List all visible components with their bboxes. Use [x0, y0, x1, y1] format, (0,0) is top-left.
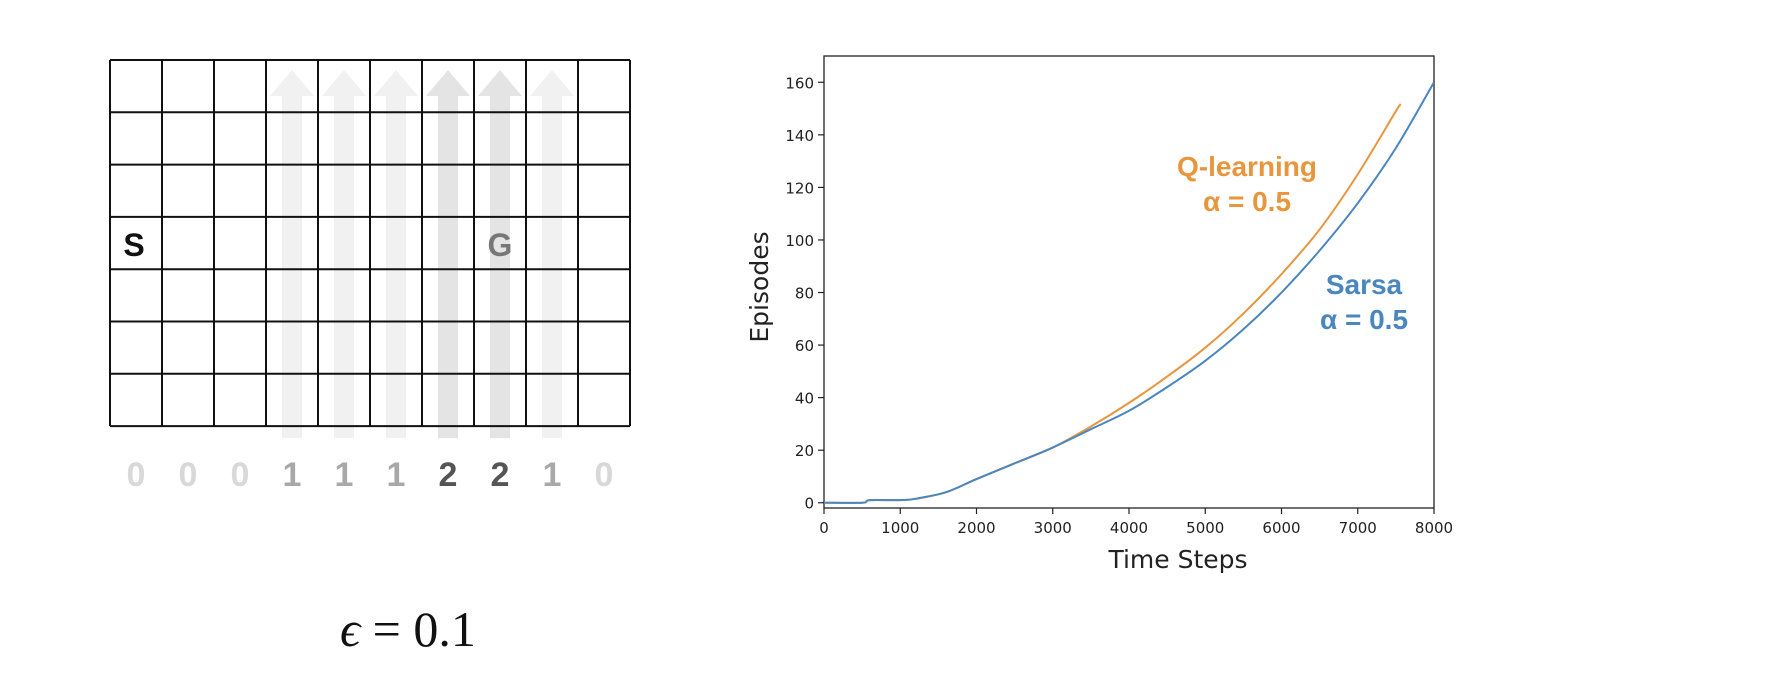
y-tick-label: 140 — [785, 127, 814, 145]
x-tick-label: 3000 — [1034, 519, 1072, 537]
series-lines — [824, 81, 1434, 504]
series-line-sarsa — [824, 81, 1434, 504]
epsilon-label: ϵ = 0.1 — [340, 600, 476, 658]
goal-label: G — [488, 227, 513, 263]
episodes-vs-time-chart: 0 20 40 60 80 100 120 140 160 0 1000 2000 3000 4000 5… — [745, 55, 1453, 574]
x-tick-label: 2000 — [957, 519, 995, 537]
x-tick-label: 0 — [819, 519, 829, 537]
sarsa-annotation-name: Sarsa — [1326, 269, 1403, 300]
q-learning-annotation-name: Q-learning — [1177, 151, 1317, 182]
y-tick-label: 100 — [785, 232, 814, 250]
x-tick-label: 8000 — [1415, 519, 1453, 537]
x-tick-label: 4000 — [1110, 519, 1148, 537]
wind-strength-value: 0 — [231, 456, 250, 494]
wind-strength-value: 2 — [491, 456, 510, 494]
y-tick-label: 160 — [785, 74, 814, 92]
wind-strength-value: 1 — [387, 456, 406, 494]
x-tick-label: 7000 — [1339, 519, 1377, 537]
sarsa-annotation-alpha: α = 0.5 — [1320, 304, 1408, 335]
epsilon-symbol: ϵ — [340, 601, 361, 657]
wind-strength-value: 1 — [543, 456, 562, 494]
y-tick-label: 60 — [795, 337, 814, 355]
wind-strength-value: 0 — [595, 456, 614, 494]
wind-strength-value: 0 — [127, 456, 146, 494]
x-tick-label: 5000 — [1186, 519, 1224, 537]
wind-strength-value: 1 — [335, 456, 354, 494]
wind-arrow-icon — [374, 70, 418, 439]
epsilon-value: = 0.1 — [372, 601, 476, 657]
y-tick-label: 120 — [785, 179, 814, 197]
wind-strength-value: 1 — [283, 456, 302, 494]
x-tick-label: 6000 — [1262, 519, 1300, 537]
wind-arrow-icon — [270, 70, 314, 439]
wind-arrow-icon — [530, 70, 574, 439]
y-tick-label: 40 — [795, 390, 814, 408]
grid-lines — [109, 59, 631, 428]
wind-arrow-icon — [478, 70, 522, 439]
wind-strength-value: 2 — [439, 456, 458, 494]
wind-arrows — [270, 70, 574, 439]
y-axis-ticks: 0 20 40 60 80 100 120 140 160 — [785, 74, 824, 513]
y-tick-label: 80 — [795, 285, 814, 303]
wind-arrow-icon — [322, 70, 366, 439]
wind-arrow-icon — [426, 70, 470, 439]
y-tick-label: 0 — [804, 495, 814, 513]
y-axis-label: Episodes — [745, 231, 774, 342]
x-axis-label: Time Steps — [1107, 545, 1247, 574]
start-label: S — [123, 227, 144, 263]
x-axis-ticks: 0 1000 2000 3000 4000 5000 6000 7000 8000 — [819, 508, 1453, 537]
wind-strength-value: 0 — [179, 456, 198, 494]
q-learning-annotation-alpha: α = 0.5 — [1203, 186, 1291, 217]
x-tick-label: 1000 — [881, 519, 919, 537]
y-tick-label: 20 — [795, 442, 814, 460]
